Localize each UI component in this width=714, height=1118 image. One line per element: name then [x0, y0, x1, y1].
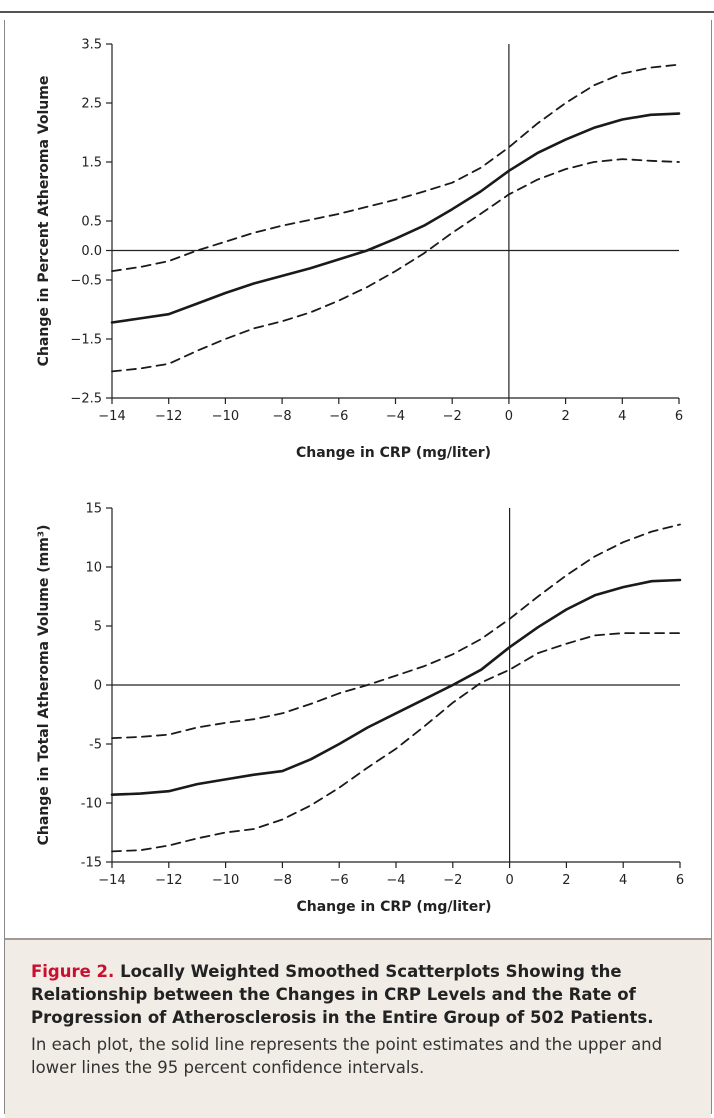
caption-title-text: Locally Weighted Smoothed Scatterplots S…: [31, 962, 654, 1027]
pav-ytick-label: 0.5: [81, 215, 102, 230]
pav-xtick-label: −8: [273, 409, 292, 424]
pav-xtick-label: −2: [443, 409, 462, 424]
tav-lower-ci-line: [111, 632, 681, 853]
tav-upper-ci-line: [111, 523, 681, 740]
tav-xtick-label: −14: [98, 873, 125, 888]
tav-ytick-label: 15: [85, 502, 102, 517]
tav-ytick-label: 5: [94, 620, 102, 635]
caption-body: In each plot, the solid line represents …: [31, 1035, 663, 1077]
caption-title: Figure 2. Locally Weighted Smoothed Scat…: [31, 960, 687, 1029]
pav-lower-ci-line: [111, 158, 680, 373]
chart-panel-percent-atheroma: 3.5 2.5 1.5 0.5 0.0 −0.5 −1.5 −2.5 −14 −12 −10 −8 −6…: [36, 38, 683, 462]
tav-ytick-label: 10: [85, 561, 102, 576]
figure-frame: [4, 20, 712, 1114]
tav-xtick-label: 0: [505, 873, 513, 888]
pav-xtick-label: −4: [386, 409, 405, 424]
tav-xtick-label: 4: [619, 873, 627, 888]
tav-xtick-label: −4: [386, 873, 405, 888]
pav-ytick-label: 0.0: [81, 244, 102, 259]
pav-x-axis-title: Change in CRP (mg/liter): [296, 445, 491, 461]
pav-point-estimate-line: [110, 112, 681, 324]
pav-ytick-label: −0.5: [70, 274, 102, 289]
pav-xtick-label: −14: [98, 409, 125, 424]
pav-ytick-label: −2.5: [70, 392, 102, 407]
chart-panel-total-atheroma: 15 10 5 0 -5 -10 -15 −14 −12 −10 −8 −6 −4 −2 0 2 4 6 Chang…: [36, 502, 684, 916]
pav-xtick-label: 2: [561, 409, 569, 424]
tav-ytick-label: -10: [81, 797, 102, 812]
tav-xtick-label: −8: [273, 873, 292, 888]
tav-ytick-label: -15: [81, 856, 102, 871]
tav-y-axis-title: Change in Total Atheroma Volume (mm³): [36, 525, 52, 846]
pav-upper-ci-line: [111, 63, 680, 273]
caption-label: Figure 2.: [31, 962, 115, 981]
tav-xtick-label: 2: [562, 873, 570, 888]
pav-xtick-label: −6: [329, 409, 348, 424]
pav-y-axis-title: Change in Percent Atheroma Volume: [36, 76, 52, 367]
tav-ytick-label: -5: [89, 738, 102, 753]
tav-xtick-label: −2: [443, 873, 462, 888]
tav-x-axis-title: Change in CRP (mg/liter): [296, 899, 491, 915]
figure-caption: Figure 2. Locally Weighted Smoothed Scat…: [5, 938, 711, 1118]
tav-xtick-label: −10: [212, 873, 239, 888]
pav-xtick-label: −10: [212, 409, 239, 424]
pav-xtick-label: −12: [155, 409, 182, 424]
tav-point-estimate-line: [110, 578, 682, 797]
tav-xtick-label: 6: [676, 873, 684, 888]
tav-xtick-label: −6: [330, 873, 349, 888]
tav-ytick-label: 0: [94, 679, 102, 694]
pav-ytick-label: −1.5: [70, 333, 102, 348]
top-rule: [0, 11, 714, 13]
pav-ytick-label: 1.5: [81, 156, 102, 171]
pav-xtick-label: 6: [675, 409, 683, 424]
pav-xtick-label: 0: [505, 409, 513, 424]
pav-ytick-label: 2.5: [81, 97, 102, 112]
pav-xtick-label: 4: [618, 409, 626, 424]
tav-xtick-label: −12: [155, 873, 182, 888]
pav-ytick-label: 3.5: [81, 38, 102, 53]
